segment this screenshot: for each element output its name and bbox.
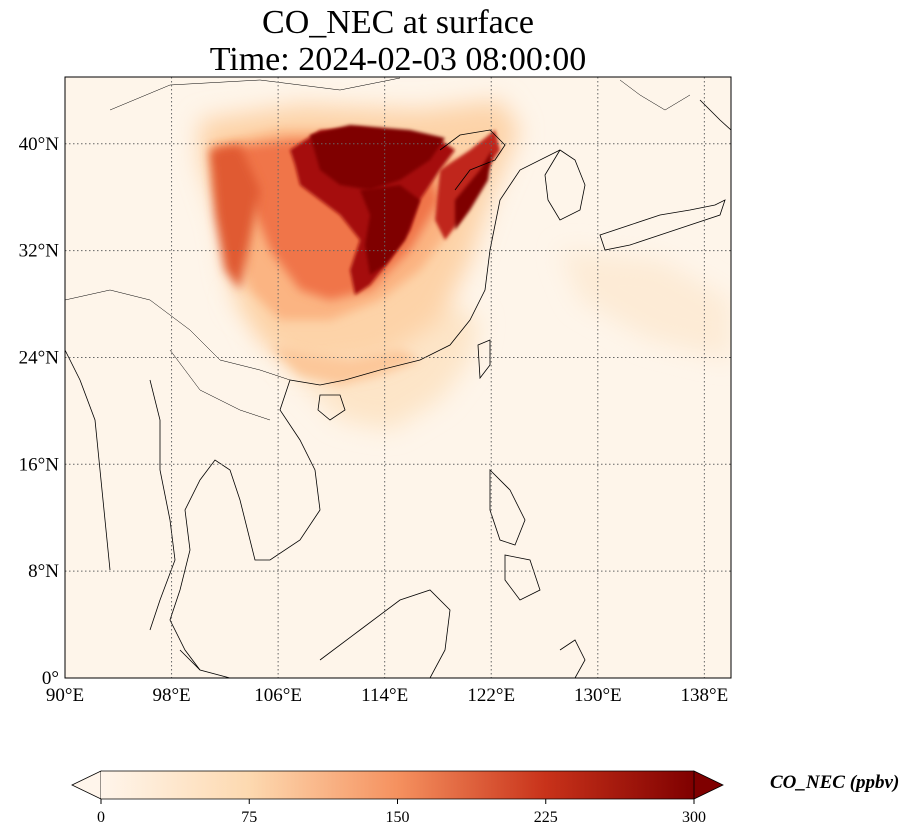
x-tick-label: 90°E <box>46 685 84 706</box>
colorbar-tick-label: 150 <box>386 809 410 826</box>
colorbar-ticks: 0 75 150 225 300 <box>97 799 706 826</box>
colorbar-bar <box>101 771 694 799</box>
coastlines <box>65 77 731 678</box>
colorbar-extend-min <box>71 770 102 800</box>
y-tick-label: 8°N <box>28 561 59 582</box>
x-tick-label: 138°E <box>681 685 729 706</box>
colorbar-extend-max <box>693 770 724 800</box>
x-tick-label: 98°E <box>152 685 190 706</box>
map-title: CO_NEC at surface <box>262 4 534 41</box>
y-tick-label: 16°N <box>19 454 60 475</box>
map-frame <box>64 76 732 679</box>
colorbar-label: CO_NEC (ppbv) <box>770 772 899 793</box>
y-tick-labels: 0° 8°N 16°N 24°N 32°N 40°N <box>19 134 60 689</box>
colorbar-tick-label: 300 <box>682 809 706 826</box>
colorbar: 0 75 150 225 300 CO_NEC (ppbv) <box>71 770 899 826</box>
x-tick-label: 106°E <box>254 685 302 706</box>
x-tick-label: 122°E <box>467 685 515 706</box>
y-tick-label: 32°N <box>19 241 60 262</box>
y-tick-label: 0° <box>42 668 59 689</box>
x-tick-label: 130°E <box>574 685 622 706</box>
y-tick-label: 40°N <box>19 134 60 155</box>
gridlines <box>65 77 731 678</box>
x-tick-label: 114°E <box>361 685 408 706</box>
y-tick-label: 24°N <box>19 347 60 368</box>
colorbar-tick-label: 225 <box>534 809 558 826</box>
colorbar-tick-label: 75 <box>241 809 257 826</box>
concentration-field <box>200 100 731 430</box>
x-tick-labels: 90°E 98°E 106°E 114°E 122°E 130°E 138°E <box>46 685 728 706</box>
map-subtitle-time: Time: 2024-02-03 08:00:00 <box>209 41 587 78</box>
colorbar-tick-label: 0 <box>97 809 105 826</box>
